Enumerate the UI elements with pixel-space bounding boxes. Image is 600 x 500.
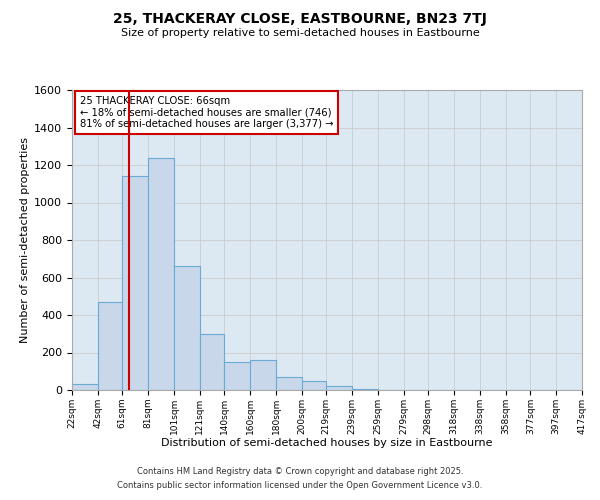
Bar	[224, 362, 250, 390]
Bar	[122, 176, 148, 390]
Bar	[200, 334, 224, 390]
X-axis label: Distribution of semi-detached houses by size in Eastbourne: Distribution of semi-detached houses by …	[161, 438, 493, 448]
Bar	[250, 360, 276, 390]
Bar	[276, 377, 302, 390]
Text: 25, THACKERAY CLOSE, EASTBOURNE, BN23 7TJ: 25, THACKERAY CLOSE, EASTBOURNE, BN23 7T…	[113, 12, 487, 26]
Bar	[174, 266, 200, 390]
Bar	[302, 380, 326, 390]
Bar	[148, 158, 174, 390]
Text: Size of property relative to semi-detached houses in Eastbourne: Size of property relative to semi-detach…	[121, 28, 479, 38]
Text: Contains public sector information licensed under the Open Government Licence v3: Contains public sector information licen…	[118, 481, 482, 490]
Text: Contains HM Land Registry data © Crown copyright and database right 2025.: Contains HM Land Registry data © Crown c…	[137, 467, 463, 476]
Bar	[352, 389, 378, 390]
Text: 25 THACKERAY CLOSE: 66sqm
← 18% of semi-detached houses are smaller (746)
81% of: 25 THACKERAY CLOSE: 66sqm ← 18% of semi-…	[80, 96, 333, 129]
Bar	[326, 386, 352, 390]
Y-axis label: Number of semi-detached properties: Number of semi-detached properties	[20, 137, 30, 343]
Bar	[98, 302, 122, 390]
Bar	[72, 384, 98, 390]
